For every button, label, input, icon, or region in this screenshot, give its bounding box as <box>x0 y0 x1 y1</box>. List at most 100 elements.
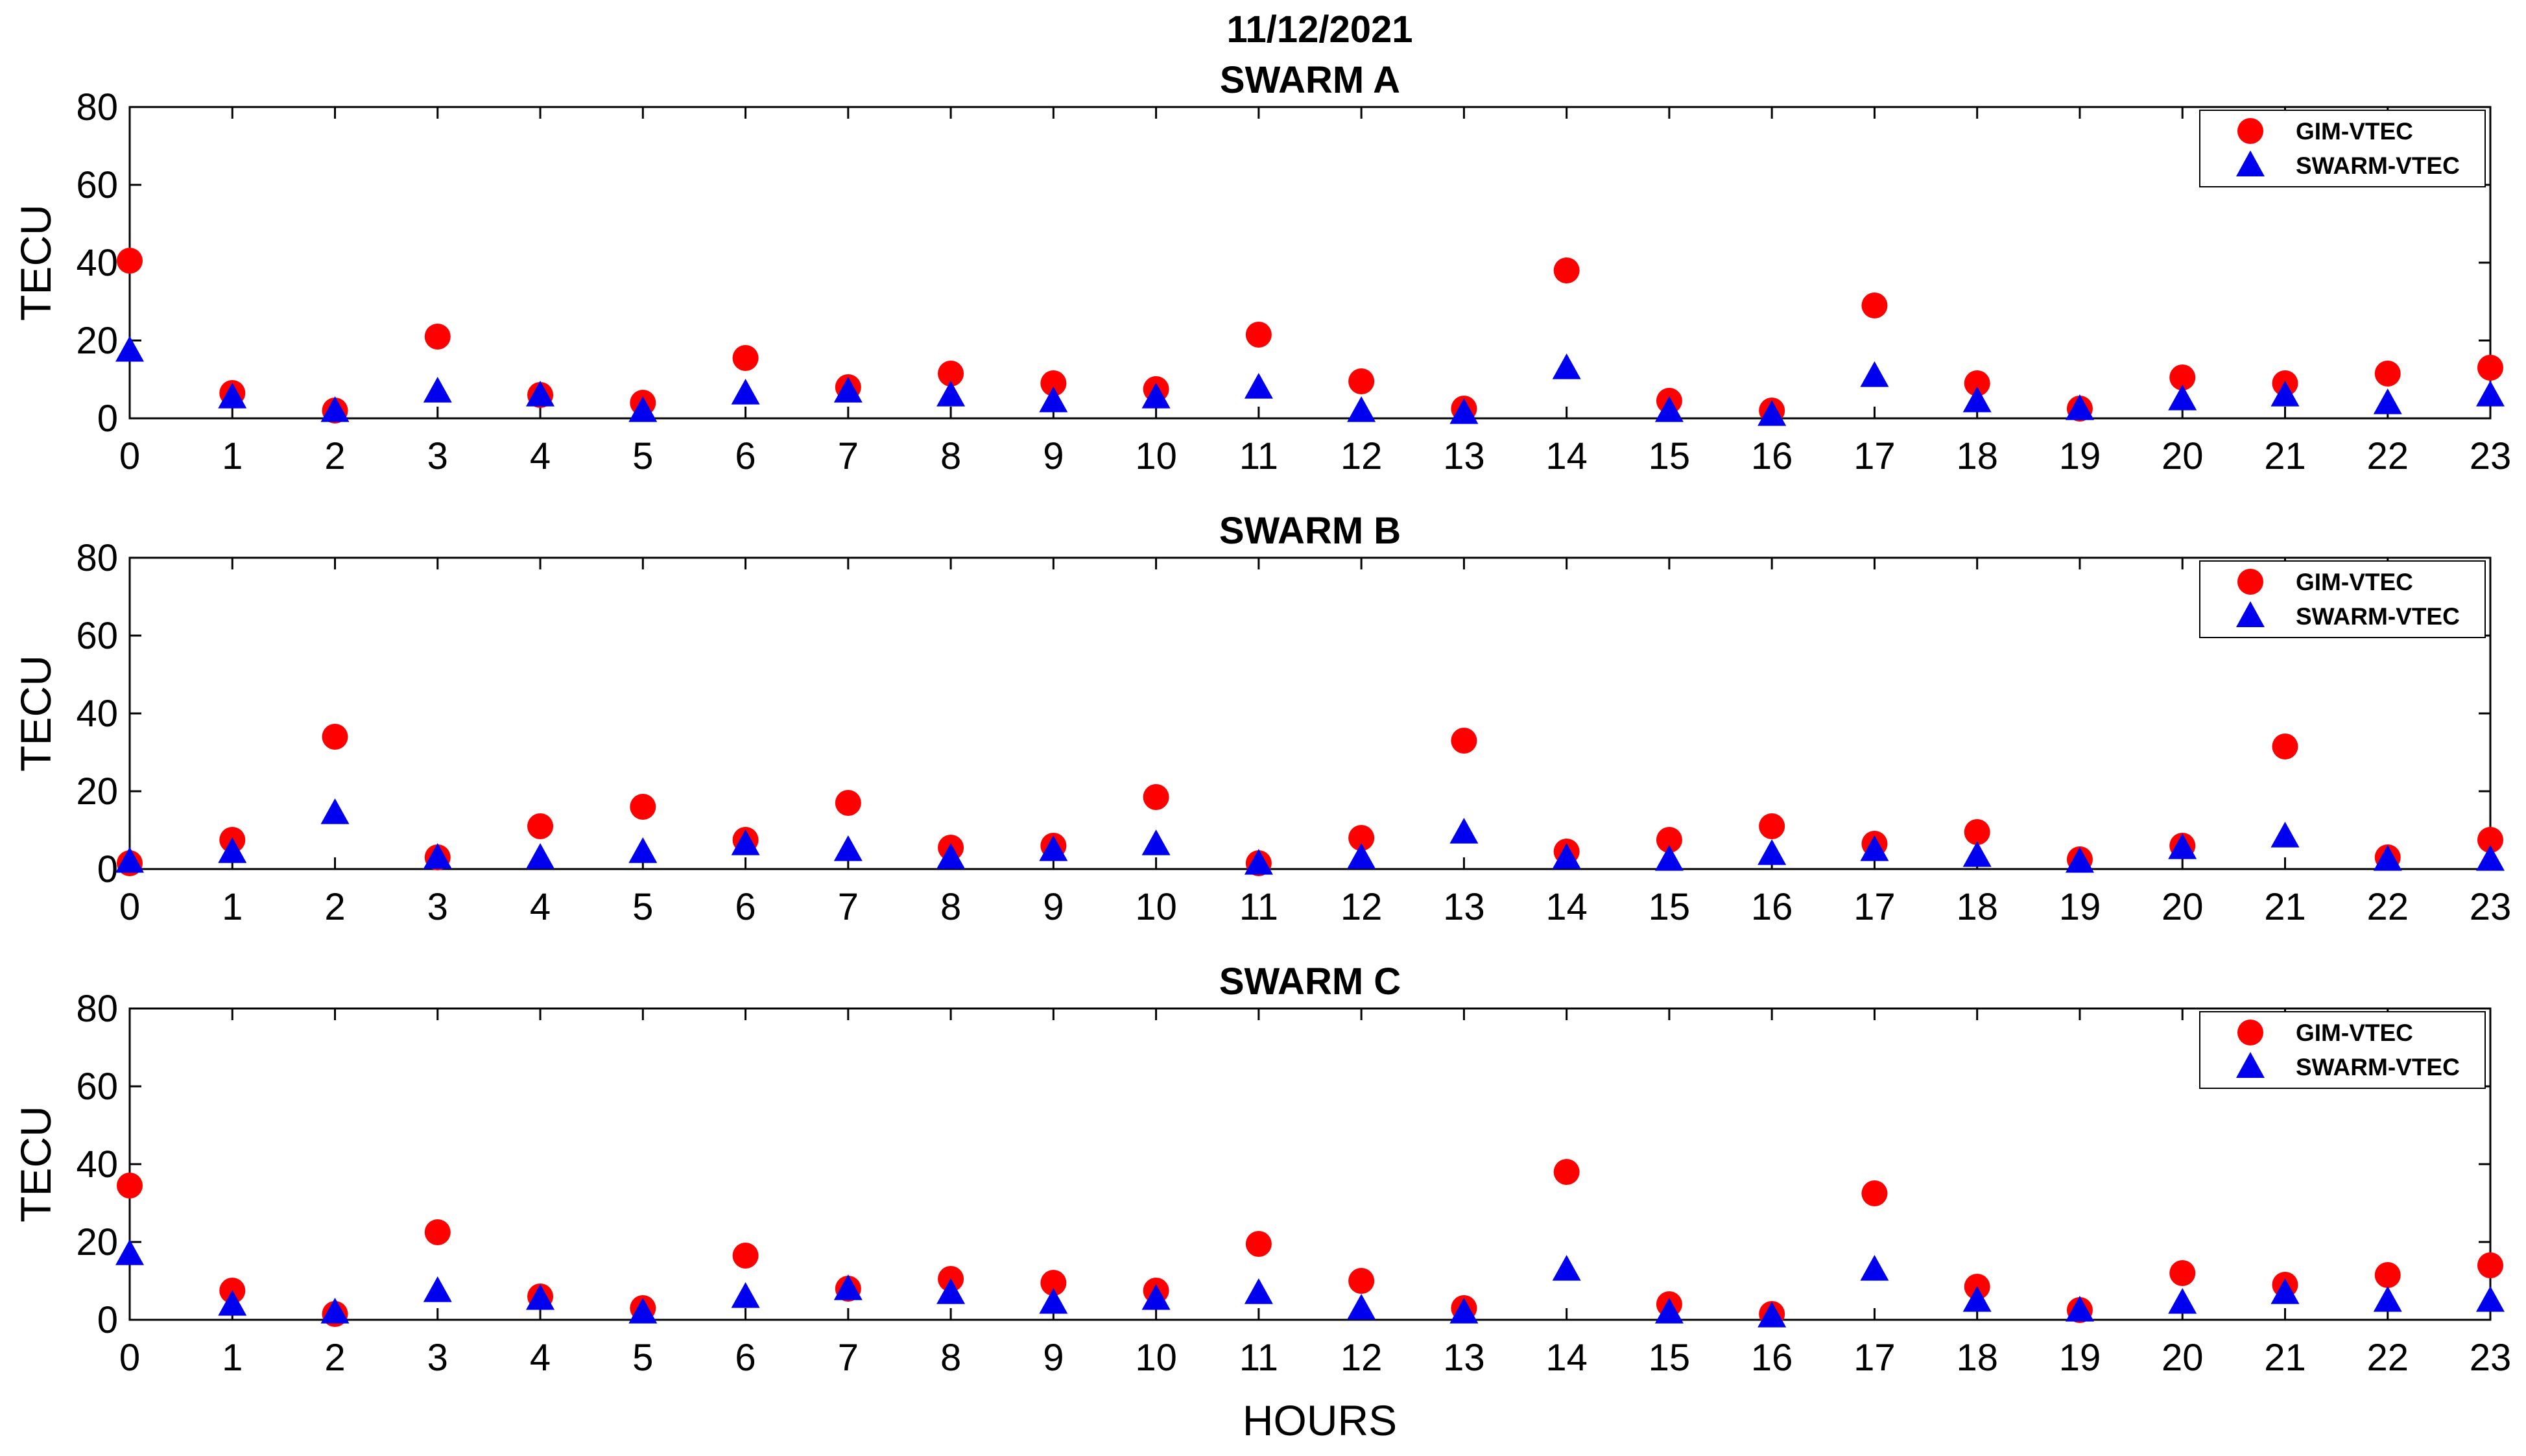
swarm-vtec-point <box>731 1282 760 1308</box>
x-tick-label: 7 <box>838 886 859 928</box>
legend-swarm-marker <box>2236 150 2265 176</box>
swarm-vtec-point <box>628 396 658 422</box>
figure-date-title: 11/12/2021 <box>1226 8 1412 51</box>
swarm-vtec-point <box>731 379 760 405</box>
x-tick-label: 5 <box>632 1337 653 1379</box>
swarm-vtec-point <box>2168 833 2197 859</box>
gim-vtec-point <box>1245 1231 1272 1257</box>
swarm-vtec-point <box>2270 1278 2300 1304</box>
swarm-vtec-point <box>115 336 144 362</box>
panel-title: SWARM A <box>1220 59 1400 101</box>
x-tick-label: 16 <box>1751 1337 1793 1379</box>
swarm-vtec-point <box>1347 396 1376 422</box>
swarm-vtec-point <box>1347 843 1376 869</box>
x-tick-label: 20 <box>2162 1337 2204 1379</box>
x-tick-label: 21 <box>2264 1337 2306 1379</box>
gim-vtec-point <box>2169 1260 2196 1286</box>
legend-gim-label: GIM-VTEC <box>2296 1020 2413 1046</box>
panel-title: SWARM C <box>1219 961 1401 1003</box>
swarm-vtec-point <box>2168 1288 2197 1314</box>
swarm-vtec-point <box>1654 396 1684 422</box>
x-tick-label: 9 <box>1043 435 1064 477</box>
x-tick-label: 23 <box>2470 1337 2512 1379</box>
gim-vtec-point <box>2169 364 2196 390</box>
swarm-vtec-point <box>1141 829 1171 855</box>
x-tick-label: 4 <box>530 886 551 928</box>
swarm-vtec-point <box>731 829 760 855</box>
x-axis-label: HOURS <box>1243 1396 1397 1444</box>
gim-vtec-point <box>2272 734 2298 759</box>
swarm-vtec-point <box>2373 1286 2402 1312</box>
x-tick-label: 18 <box>1956 435 1998 477</box>
x-tick-label: 4 <box>530 435 551 477</box>
swarm-vtec-point <box>2270 381 2300 407</box>
x-tick-label: 18 <box>1956 1337 1998 1379</box>
x-tick-label: 12 <box>1340 1337 1383 1379</box>
x-tick-label: 5 <box>632 886 653 928</box>
legend-gim-label: GIM-VTEC <box>2296 569 2413 595</box>
swarm-vtec-point <box>320 798 350 824</box>
swarm-vtec-point <box>1244 849 1273 875</box>
axes-frame <box>128 1007 2492 1321</box>
series-swarm-vtec <box>115 1239 2505 1328</box>
x-tick-label: 8 <box>940 886 961 928</box>
swarm-vtec-point <box>1244 1278 1273 1304</box>
x-tick-label: 9 <box>1043 1337 1064 1379</box>
swarm-vtec-point <box>1449 398 1479 424</box>
swarm-vtec-point <box>833 835 863 861</box>
legend-gim-label: GIM-VTEC <box>2296 118 2413 145</box>
swarm-vtec-point <box>218 837 247 863</box>
gim-vtec-point <box>1348 1268 1375 1294</box>
x-tick-label: 21 <box>2264 435 2306 477</box>
gim-vtec-point <box>2477 1252 2503 1278</box>
swarm-vtec-point <box>526 1284 555 1310</box>
x-tick-label: 20 <box>2162 886 2204 928</box>
swarm-vtec-point <box>2065 1296 2094 1322</box>
y-tick-label: 0 <box>97 1299 118 1341</box>
gim-vtec-point <box>424 324 451 350</box>
swarm-vtec-point <box>628 1298 658 1324</box>
x-tick-label: 12 <box>1340 886 1383 928</box>
x-tick-label: 11 <box>1239 886 1278 928</box>
series-gim-vtec <box>117 724 2503 876</box>
x-tick-label: 18 <box>1956 886 1998 928</box>
y-axis-label: TECU <box>12 204 60 321</box>
swarm-vtec-point <box>1757 1302 1787 1328</box>
swarm-vtec-point <box>218 383 247 409</box>
gim-vtec-point <box>117 1173 143 1199</box>
x-tick-label: 10 <box>1135 435 1177 477</box>
swarm-vtec-point <box>115 1239 144 1265</box>
swarm-vtec-point <box>218 1290 247 1316</box>
x-tick-label: 14 <box>1545 435 1588 477</box>
x-tick-label: 17 <box>1853 435 1896 477</box>
legend-swarm-marker <box>2236 1052 2265 1078</box>
legend-swarm-label: SWARM-VTEC <box>2296 1054 2460 1080</box>
x-tick-label: 17 <box>1853 1337 1896 1379</box>
gim-vtec-point <box>835 790 861 816</box>
swarm-vtec-point <box>1039 1288 1068 1314</box>
x-tick-label: 4 <box>530 1337 551 1379</box>
x-tick-label: 15 <box>1649 1337 1691 1379</box>
x-tick-label: 6 <box>735 886 756 928</box>
swarm-vtec-point <box>2476 1286 2505 1312</box>
x-tick-label: 19 <box>2059 886 2101 928</box>
gim-vtec-point <box>1861 292 1888 318</box>
x-tick-label: 20 <box>2162 435 2204 477</box>
swarm-vtec-point <box>526 843 555 869</box>
y-tick-label: 60 <box>76 615 118 657</box>
gim-vtec-point <box>630 794 656 820</box>
y-tick-label: 20 <box>76 1221 118 1263</box>
swarm-vtec-point <box>1860 835 1889 861</box>
gim-vtec-point <box>2477 355 2503 381</box>
swarm-vtec-point <box>1757 839 1787 865</box>
gim-vtec-point <box>938 361 964 387</box>
swarm-vtec-point <box>1039 835 1068 861</box>
gim-vtec-point <box>1656 827 1682 853</box>
x-tick-label: 5 <box>632 435 653 477</box>
gim-vtec-point <box>1553 257 1580 283</box>
legend: GIM-VTEC SWARM-VTEC <box>2199 1011 2486 1089</box>
x-tick-label: 22 <box>2366 435 2409 477</box>
x-tick-label: 8 <box>940 1337 961 1379</box>
swarm-vtec-point <box>526 381 555 407</box>
